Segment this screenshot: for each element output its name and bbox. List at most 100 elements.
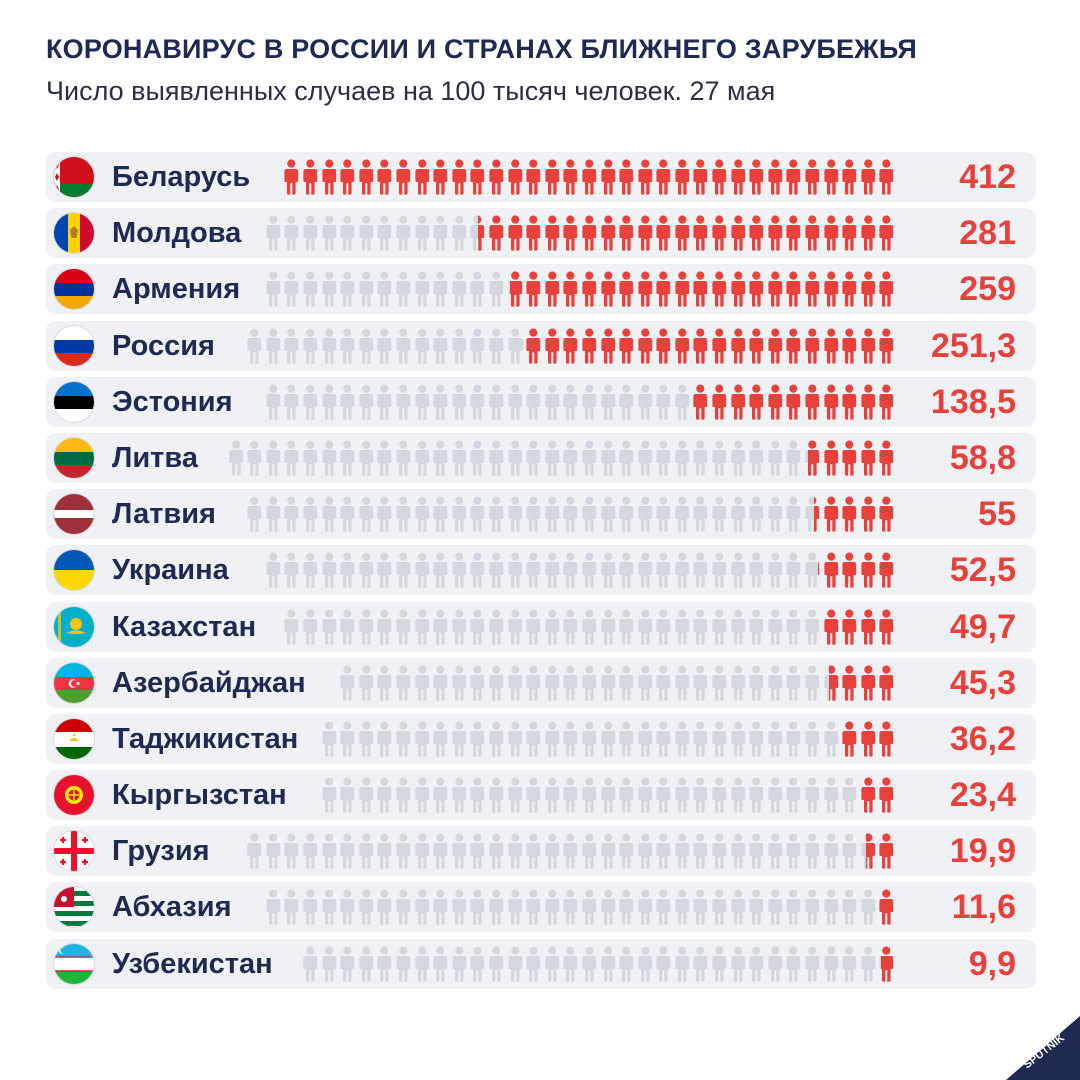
person-icon-empty <box>282 384 301 420</box>
person-icon-empty <box>394 777 413 813</box>
person-icon-filled <box>822 215 841 251</box>
person-icon-empty <box>803 609 822 645</box>
person-icon-empty <box>264 552 283 588</box>
person-icon-empty <box>636 665 655 701</box>
person-icon-empty <box>487 833 506 869</box>
person-icon-empty <box>357 440 376 476</box>
person-icon-filled <box>320 159 339 195</box>
person-icon-empty <box>524 946 543 982</box>
person-icon-empty <box>617 384 636 420</box>
person-icon-empty <box>468 777 487 813</box>
person-icon-empty <box>394 440 413 476</box>
person-icon-empty <box>375 946 394 982</box>
person-icon-empty <box>654 665 673 701</box>
person-icon-empty <box>691 833 710 869</box>
person-icon-empty <box>729 440 748 476</box>
person-icon-empty <box>413 889 432 926</box>
person-icon-empty <box>803 721 822 757</box>
person-icon-partial <box>822 609 841 645</box>
person-icon-empty <box>413 721 432 757</box>
person-icon-empty <box>264 889 283 926</box>
person-icon-empty <box>301 440 320 476</box>
person-icon-empty <box>357 271 376 307</box>
person-icon-filled <box>524 328 543 364</box>
person-icon-empty <box>431 552 450 588</box>
person-icon-empty <box>338 440 357 476</box>
latvia-flag-icon <box>54 494 94 535</box>
person-icon-empty <box>822 777 841 813</box>
person-icon-empty <box>543 609 562 645</box>
person-icon-empty <box>375 889 394 926</box>
person-icon-filled <box>654 159 673 195</box>
person-icon-filled <box>506 159 525 195</box>
person-icon-empty <box>357 946 376 982</box>
person-icon-empty <box>617 552 636 588</box>
person-icon-empty <box>301 946 320 982</box>
person-icon-empty <box>747 440 766 476</box>
person-icon-empty <box>580 721 599 757</box>
person-icon-empty <box>710 609 729 645</box>
person-icon-empty <box>691 777 710 813</box>
person-icon-empty <box>636 384 655 420</box>
person-icon-filled <box>543 159 562 195</box>
person-icon-filled <box>673 159 692 195</box>
person-icon-empty <box>357 609 376 645</box>
person-icon-empty <box>599 552 618 588</box>
person-icon-empty <box>375 833 394 869</box>
person-icon-partial <box>877 946 896 982</box>
person-icon-filled <box>877 384 896 420</box>
person-icon-empty <box>636 946 655 982</box>
data-label: 412 <box>959 158 1016 196</box>
person-icon-filled <box>766 271 785 307</box>
person-icon-empty <box>301 271 320 307</box>
person-icon-empty <box>784 440 803 476</box>
person-icon-filled <box>691 271 710 307</box>
person-icon-partial <box>803 440 822 476</box>
person-icon-empty <box>431 215 450 251</box>
person-icon-empty <box>301 496 320 532</box>
person-icon-filled <box>766 328 785 364</box>
person-icon-filled <box>375 159 394 195</box>
chart-row: Россия 251,3 <box>46 320 1036 371</box>
bar <box>264 882 896 932</box>
person-icon-empty <box>766 777 785 813</box>
bar <box>338 658 896 708</box>
person-icon-empty <box>413 665 432 701</box>
person-icon-empty <box>580 384 599 420</box>
person-icon-empty <box>729 552 748 588</box>
person-icon-empty <box>282 552 301 588</box>
person-icon-empty <box>506 384 525 420</box>
person-icon-empty <box>747 946 766 982</box>
person-icon-filled <box>877 552 896 588</box>
person-icon-empty <box>710 552 729 588</box>
person-icon-filled <box>617 328 636 364</box>
person-icon-filled <box>877 833 896 869</box>
person-icon-empty <box>431 777 450 813</box>
person-icon-filled <box>524 271 543 307</box>
person-icon-filled <box>654 215 673 251</box>
ukraine-flag-icon <box>54 550 94 591</box>
person-icon-empty <box>784 946 803 982</box>
person-icon-empty <box>468 271 487 307</box>
data-label: 52,5 <box>949 551 1016 590</box>
person-icon-filled <box>784 215 803 251</box>
person-icon-empty <box>673 496 692 532</box>
person-icon-filled <box>877 440 896 476</box>
person-icon-filled <box>710 159 729 195</box>
person-icon-empty <box>617 609 636 645</box>
person-icon-empty <box>617 889 636 926</box>
person-icon-empty <box>506 665 525 701</box>
person-icon-empty <box>357 552 376 588</box>
person-icon-empty <box>487 721 506 757</box>
person-icon-filled <box>840 609 859 645</box>
category-label: Абхазия <box>112 891 232 924</box>
person-icon-empty <box>543 833 562 869</box>
person-icon-empty <box>524 889 543 926</box>
person-icon-filled <box>580 271 599 307</box>
azerbaijan-flag-icon <box>54 662 94 703</box>
abkhazia-flag-icon <box>54 887 94 928</box>
person-icon-filled <box>617 215 636 251</box>
moldova-flag-icon <box>54 213 94 254</box>
person-icon-filled <box>282 159 301 195</box>
person-icon-empty <box>580 552 599 588</box>
